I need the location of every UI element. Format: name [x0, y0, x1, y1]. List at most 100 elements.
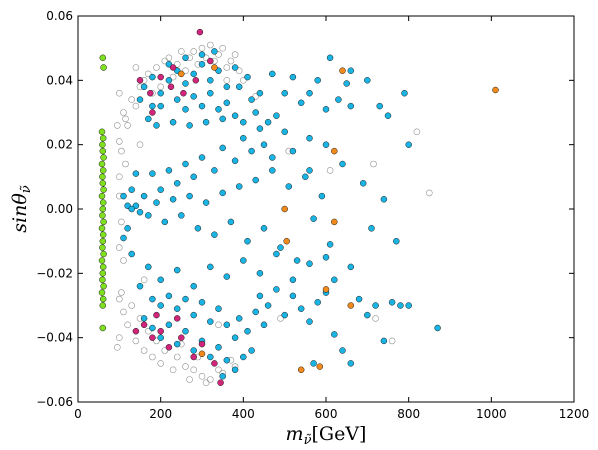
data-point-blue: [149, 170, 156, 177]
data-point-gray: [118, 147, 125, 155]
data-point-green: [99, 141, 106, 148]
data-point-magenta: [165, 344, 173, 351]
x-tick-label: 400: [232, 407, 255, 421]
data-point-gray: [215, 366, 222, 374]
data-point-blue: [306, 89, 313, 97]
data-point-blue: [322, 141, 330, 148]
data-point-gray: [120, 257, 127, 264]
data-point-blue: [260, 225, 268, 232]
data-point-blue: [364, 311, 371, 319]
data-point-blue: [273, 286, 280, 293]
x-tick-label: 200: [149, 407, 172, 421]
data-point-blue: [347, 67, 355, 74]
data-point-blue: [306, 134, 313, 142]
data-point-magenta: [196, 28, 204, 36]
data-point-blue: [335, 96, 342, 103]
data-point-blue: [215, 344, 222, 351]
data-point-gray: [326, 167, 334, 174]
data-point-blue: [198, 61, 206, 68]
data-point-blue: [364, 77, 371, 84]
data-point-blue: [231, 64, 239, 71]
data-point-gray: [198, 372, 206, 380]
data-point-blue: [190, 311, 197, 319]
data-point-blue: [223, 273, 231, 280]
x-tick-label: 0: [74, 407, 82, 421]
data-point-blue: [310, 360, 317, 367]
data-point-blue: [244, 73, 251, 81]
data-point-gray: [136, 141, 144, 148]
data-point-blue: [434, 324, 441, 332]
data-point-gray: [190, 48, 197, 55]
data-point-blue: [157, 276, 164, 284]
data-point-blue: [343, 80, 350, 87]
data-point-magenta: [167, 83, 175, 91]
data-point-blue: [198, 154, 206, 161]
data-point-blue: [252, 109, 259, 116]
data-point-orange: [322, 286, 330, 293]
data-point-gray: [178, 48, 185, 55]
data-point-blue: [124, 225, 131, 232]
y-tick-label: −0.04: [36, 331, 73, 345]
data-point-magenta: [140, 321, 148, 329]
data-point-magenta: [198, 340, 206, 348]
data-point-blue: [190, 173, 197, 181]
y-tick-label: 0.06: [46, 9, 73, 23]
data-point-blue: [207, 263, 214, 271]
data-point-blue: [182, 54, 189, 62]
data-point-green: [99, 134, 107, 142]
data-point-magenta: [149, 334, 156, 341]
data-point-gray: [190, 366, 197, 374]
data-point-blue: [157, 186, 164, 193]
data-point-magenta: [132, 327, 140, 335]
data-point-green: [100, 282, 107, 290]
data-point-blue: [347, 102, 355, 110]
data-point-blue: [289, 147, 297, 155]
data-point-orange: [297, 366, 305, 374]
data-point-orange: [339, 67, 346, 74]
data-point-gray: [120, 308, 127, 316]
data-point-magenta: [157, 327, 164, 335]
data-point-blue: [211, 167, 218, 174]
data-point-blue: [273, 112, 280, 119]
data-point-blue: [388, 299, 396, 306]
data-point-magenta: [180, 89, 187, 97]
data-point-magenta: [190, 353, 197, 361]
data-point-gray: [173, 353, 181, 361]
data-point-blue: [231, 366, 239, 374]
data-point-blue: [190, 347, 197, 354]
data-point-blue: [149, 295, 156, 303]
data-point-gray: [116, 334, 123, 342]
data-point-gray: [223, 64, 231, 71]
data-point-blue: [269, 167, 276, 174]
data-point-blue: [194, 225, 202, 232]
data-point-gray: [231, 51, 239, 58]
data-point-gray: [157, 360, 164, 367]
data-point-blue: [376, 102, 383, 110]
data-point-blue: [281, 311, 288, 319]
data-point-green: [99, 237, 107, 245]
data-point-gray: [219, 44, 226, 52]
data-point-green: [99, 180, 107, 187]
data-point-orange: [347, 302, 355, 309]
data-point-blue: [149, 324, 156, 332]
data-point-blue: [173, 305, 181, 312]
data-point-blue: [132, 170, 140, 177]
data-point-gray: [116, 244, 123, 251]
data-point-blue: [145, 115, 152, 123]
data-point-blue: [339, 160, 346, 168]
data-point-blue: [169, 118, 177, 126]
data-point-blue: [273, 250, 280, 258]
data-point-magenta: [178, 334, 185, 341]
data-point-blue: [231, 334, 239, 341]
data-point-gray: [277, 315, 284, 322]
data-point-blue: [293, 257, 301, 264]
data-point-gray: [186, 376, 193, 383]
data-point-blue: [157, 334, 164, 341]
data-point-gray: [120, 109, 127, 116]
data-point-gray: [149, 353, 156, 361]
data-point-blue: [140, 315, 148, 322]
data-points: [98, 28, 499, 387]
data-point-blue: [235, 315, 243, 322]
data-point-gray: [388, 337, 396, 345]
data-point-green: [99, 244, 106, 251]
